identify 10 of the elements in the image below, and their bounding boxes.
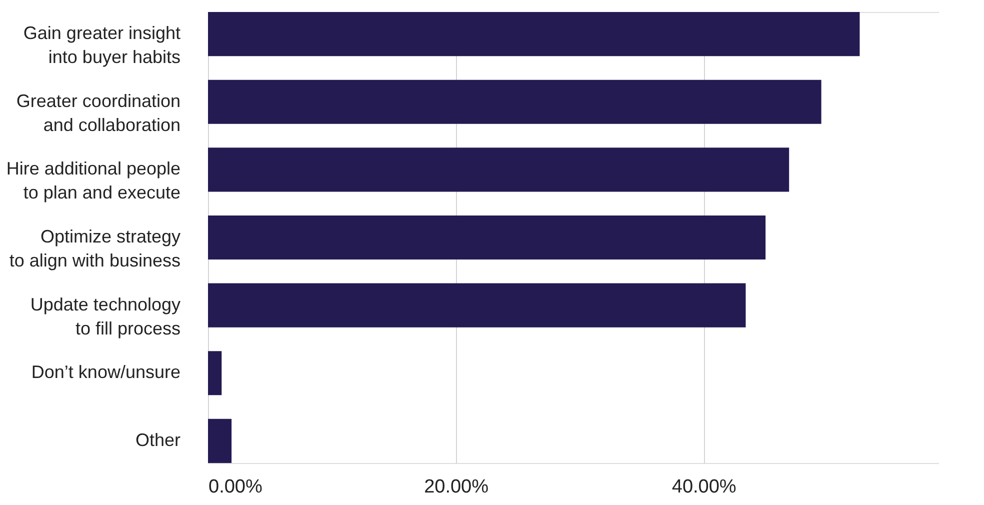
x-tick-label: 20.00% (424, 476, 489, 498)
y-tick-label: Gain greater insight into buyer habits (23, 23, 180, 68)
y-tick-label: Greater coordination and collaboration (16, 90, 180, 135)
y-tick-label: Hire additional people to plan and execute (6, 158, 180, 203)
y-tick-label: Other (135, 430, 180, 450)
x-tick-label: 0.00% (208, 476, 262, 498)
y-tick-label: Optimize strategy to align with business (9, 226, 180, 270)
x-tick-label: 40.00% (672, 476, 736, 498)
y-tick-label: Update technology to fill process (30, 294, 180, 338)
y-tick-label: Don’t know/unsure (31, 362, 180, 382)
